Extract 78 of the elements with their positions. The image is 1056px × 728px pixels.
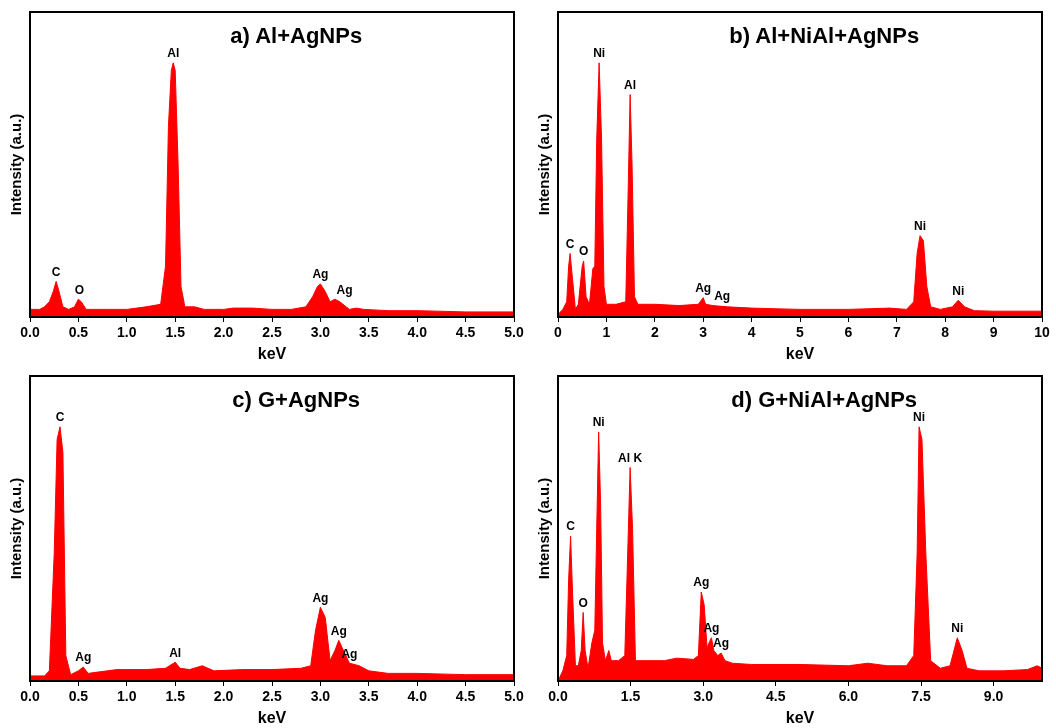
annotation: Ag <box>713 636 730 651</box>
annotation: C <box>566 519 576 534</box>
x-tick-label: 3.0 <box>310 688 331 705</box>
x-tick-label: 0.0 <box>20 324 40 341</box>
x-tick-label: 3.0 <box>310 324 331 341</box>
x-tick-label: 0.0 <box>548 688 568 705</box>
x-tick-label: 4.0 <box>407 324 428 341</box>
annotation: Ag <box>693 575 710 590</box>
y-axis-title: Intensity (a.u.) <box>7 113 25 216</box>
x-tick-label: 6.0 <box>838 688 859 705</box>
annotation: O <box>578 595 588 610</box>
annotation: Al <box>167 46 180 61</box>
annotation: C <box>51 264 61 279</box>
x-tick-label: 1.5 <box>620 688 641 705</box>
x-tick-label: 4.5 <box>455 324 476 341</box>
x-tick-label: 1.5 <box>165 324 186 341</box>
annotation: Al <box>624 77 637 92</box>
x-axis-title: keV <box>785 708 815 726</box>
chart-title: d) G+NiAl+AgNPs <box>731 387 918 413</box>
annotation: Ag <box>336 282 353 297</box>
annotation: Ni <box>592 415 605 430</box>
x-tick-label: 8 <box>941 324 950 341</box>
annotation: O <box>578 244 589 259</box>
x-tick-label: 2 <box>650 324 659 341</box>
annotation: Ni <box>951 621 964 636</box>
x-axis-title: keV <box>785 344 815 362</box>
x-tick-label: 10 <box>1034 324 1050 341</box>
x-tick-label: 0.5 <box>68 324 89 341</box>
chart-title: a) Al+AgNPs <box>230 23 363 49</box>
y-axis-title: Intensity (a.u.) <box>7 477 25 580</box>
x-tick-label: 6 <box>844 324 853 341</box>
annotation: Al K <box>618 450 643 465</box>
x-tick-label: 9.0 <box>983 688 1004 705</box>
y-axis-title: Intensity (a.u.) <box>535 113 553 216</box>
x-tick-label: 1 <box>602 324 611 341</box>
x-tick-label: 2.0 <box>213 688 234 705</box>
annotation: Ag <box>312 590 329 605</box>
y-axis-title: Intensity (a.u.) <box>535 477 553 580</box>
x-tick-label: 4 <box>747 324 756 341</box>
x-tick-label: 7.5 <box>911 688 931 705</box>
annotation: C <box>55 410 65 425</box>
x-tick-label: 1.0 <box>117 688 137 705</box>
x-tick-label: 1.0 <box>117 324 137 341</box>
x-tick-label: 1.5 <box>165 688 186 705</box>
x-tick-label: 3.5 <box>359 688 379 705</box>
chart-title: c) G+AgNPs <box>232 387 361 413</box>
x-tick-label: 4.5 <box>766 688 786 705</box>
annotation: Ni <box>593 46 606 61</box>
x-tick-label: 5 <box>796 324 805 341</box>
annotation: Al <box>169 645 182 660</box>
annotation: Ni <box>913 410 926 425</box>
x-axis-title: keV <box>257 344 287 362</box>
x-tick-label: 2.5 <box>262 324 282 341</box>
annotation: Ag <box>75 650 92 665</box>
x-tick-label: 3.5 <box>359 324 379 341</box>
annotation: O <box>74 282 85 297</box>
x-tick-label: 3.0 <box>693 688 714 705</box>
x-tick-label: 5.0 <box>504 688 524 705</box>
x-tick-label: 0.5 <box>68 688 89 705</box>
annotation: Ag <box>312 267 329 282</box>
x-tick-label: 2.5 <box>262 688 282 705</box>
annotation: C <box>565 236 575 251</box>
x-tick-label: 5.0 <box>504 324 524 341</box>
x-axis-title: keV <box>257 708 287 726</box>
x-tick-label: 0.0 <box>20 688 40 705</box>
annotation: Ni <box>952 283 965 298</box>
x-tick-label: 2.0 <box>213 324 234 341</box>
x-tick-label: 7 <box>892 324 901 341</box>
x-tick-label: 9 <box>989 324 998 341</box>
x-tick-label: 4.5 <box>455 688 476 705</box>
x-tick-label: 0 <box>554 324 563 341</box>
x-tick-label: 4.0 <box>407 688 428 705</box>
annotation: Ag <box>330 623 347 638</box>
x-tick-label: 3 <box>699 324 708 341</box>
annotation: Ag <box>695 281 712 295</box>
chart-title: b) Al+NiAl+AgNPs <box>729 23 920 49</box>
annotation: Ni <box>914 218 927 233</box>
annotation: Ag <box>714 288 731 303</box>
